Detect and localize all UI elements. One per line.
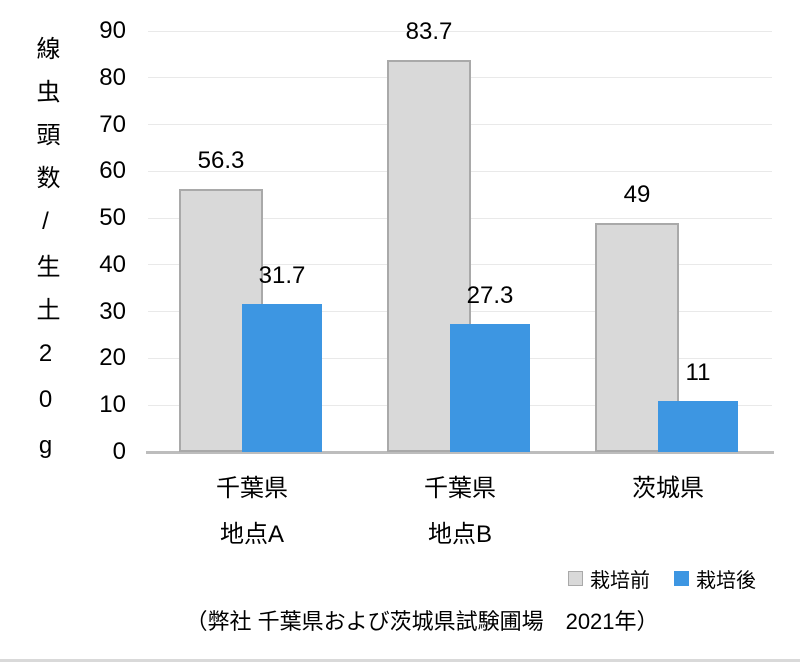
bar-after-cultivation-group-3: [658, 400, 738, 452]
x-axis-line: [146, 451, 774, 454]
y-tick-label-50: 50: [99, 204, 126, 232]
y-tick-label-10: 10: [99, 391, 126, 419]
gridline-90: [148, 30, 772, 32]
legend-label-before-cultivation: 栽培前: [590, 570, 650, 592]
legend: 栽培前 栽培後: [568, 564, 756, 593]
data-label-before-cultivation-group-1: 56.3: [197, 146, 245, 174]
legend-swatch-before-cultivation: [568, 571, 583, 586]
category-label-group-1-line-1: 千葉県: [216, 475, 288, 502]
y-tick-label-80: 80: [99, 63, 126, 91]
data-label-after-cultivation-group-1: 31.7: [258, 261, 306, 289]
bar-after-cultivation-group-1: [242, 303, 322, 452]
category-label-group-3: 茨城県: [564, 466, 772, 512]
category-label-group-2: 千葉県地点B: [356, 466, 564, 558]
category-label-group-1-line-2: 地点A: [219, 521, 284, 548]
y-axis-title: 線虫頭数/生土20g: [32, 36, 59, 478]
legend-item-before-cultivation: 栽培前: [568, 564, 650, 593]
y-tick-label-70: 70: [99, 110, 126, 138]
x-axis-category-labels: 千葉県 地点A 千葉県 地点B 茨城県: [148, 466, 772, 566]
bottom-divider: [0, 659, 800, 662]
data-label-after-cultivation-group-3: 11: [685, 358, 711, 386]
source-caption: （弊社 千葉県および茨城県試験圃場 2021年）: [185, 609, 659, 634]
plot-area: 56.3 31.7 83.7 27.3 49 11: [148, 18, 772, 452]
category-label-group-2-line-2: 地点B: [427, 521, 492, 548]
data-label-before-cultivation-group-3: 49: [623, 180, 651, 208]
y-tick-label-40: 40: [99, 250, 126, 278]
y-tick-label-90: 90: [99, 17, 126, 44]
legend-swatch-after-cultivation: [674, 571, 689, 586]
y-tick-label-30: 30: [99, 297, 126, 325]
legend-item-after-cultivation: 栽培後: [674, 564, 756, 593]
data-label-before-cultivation-group-2: 83.7: [405, 18, 453, 46]
y-tick-label-20: 20: [99, 344, 126, 372]
category-label-group-3-line-1: 茨城県: [632, 475, 704, 502]
y-tick-label-0: 0: [112, 438, 126, 465]
y-axis-tick-labels: 0 10 20 30 40 50 60 70 80 90: [70, 17, 126, 465]
category-label-group-1: 千葉県地点A: [148, 466, 356, 558]
y-tick-label-60: 60: [99, 157, 126, 185]
data-label-after-cultivation-group-2: 27.3: [466, 282, 514, 310]
legend-label-after-cultivation: 栽培後: [696, 570, 756, 592]
bar-after-cultivation-group-2: [450, 324, 530, 452]
category-label-group-2-line-1: 千葉県: [424, 475, 496, 502]
